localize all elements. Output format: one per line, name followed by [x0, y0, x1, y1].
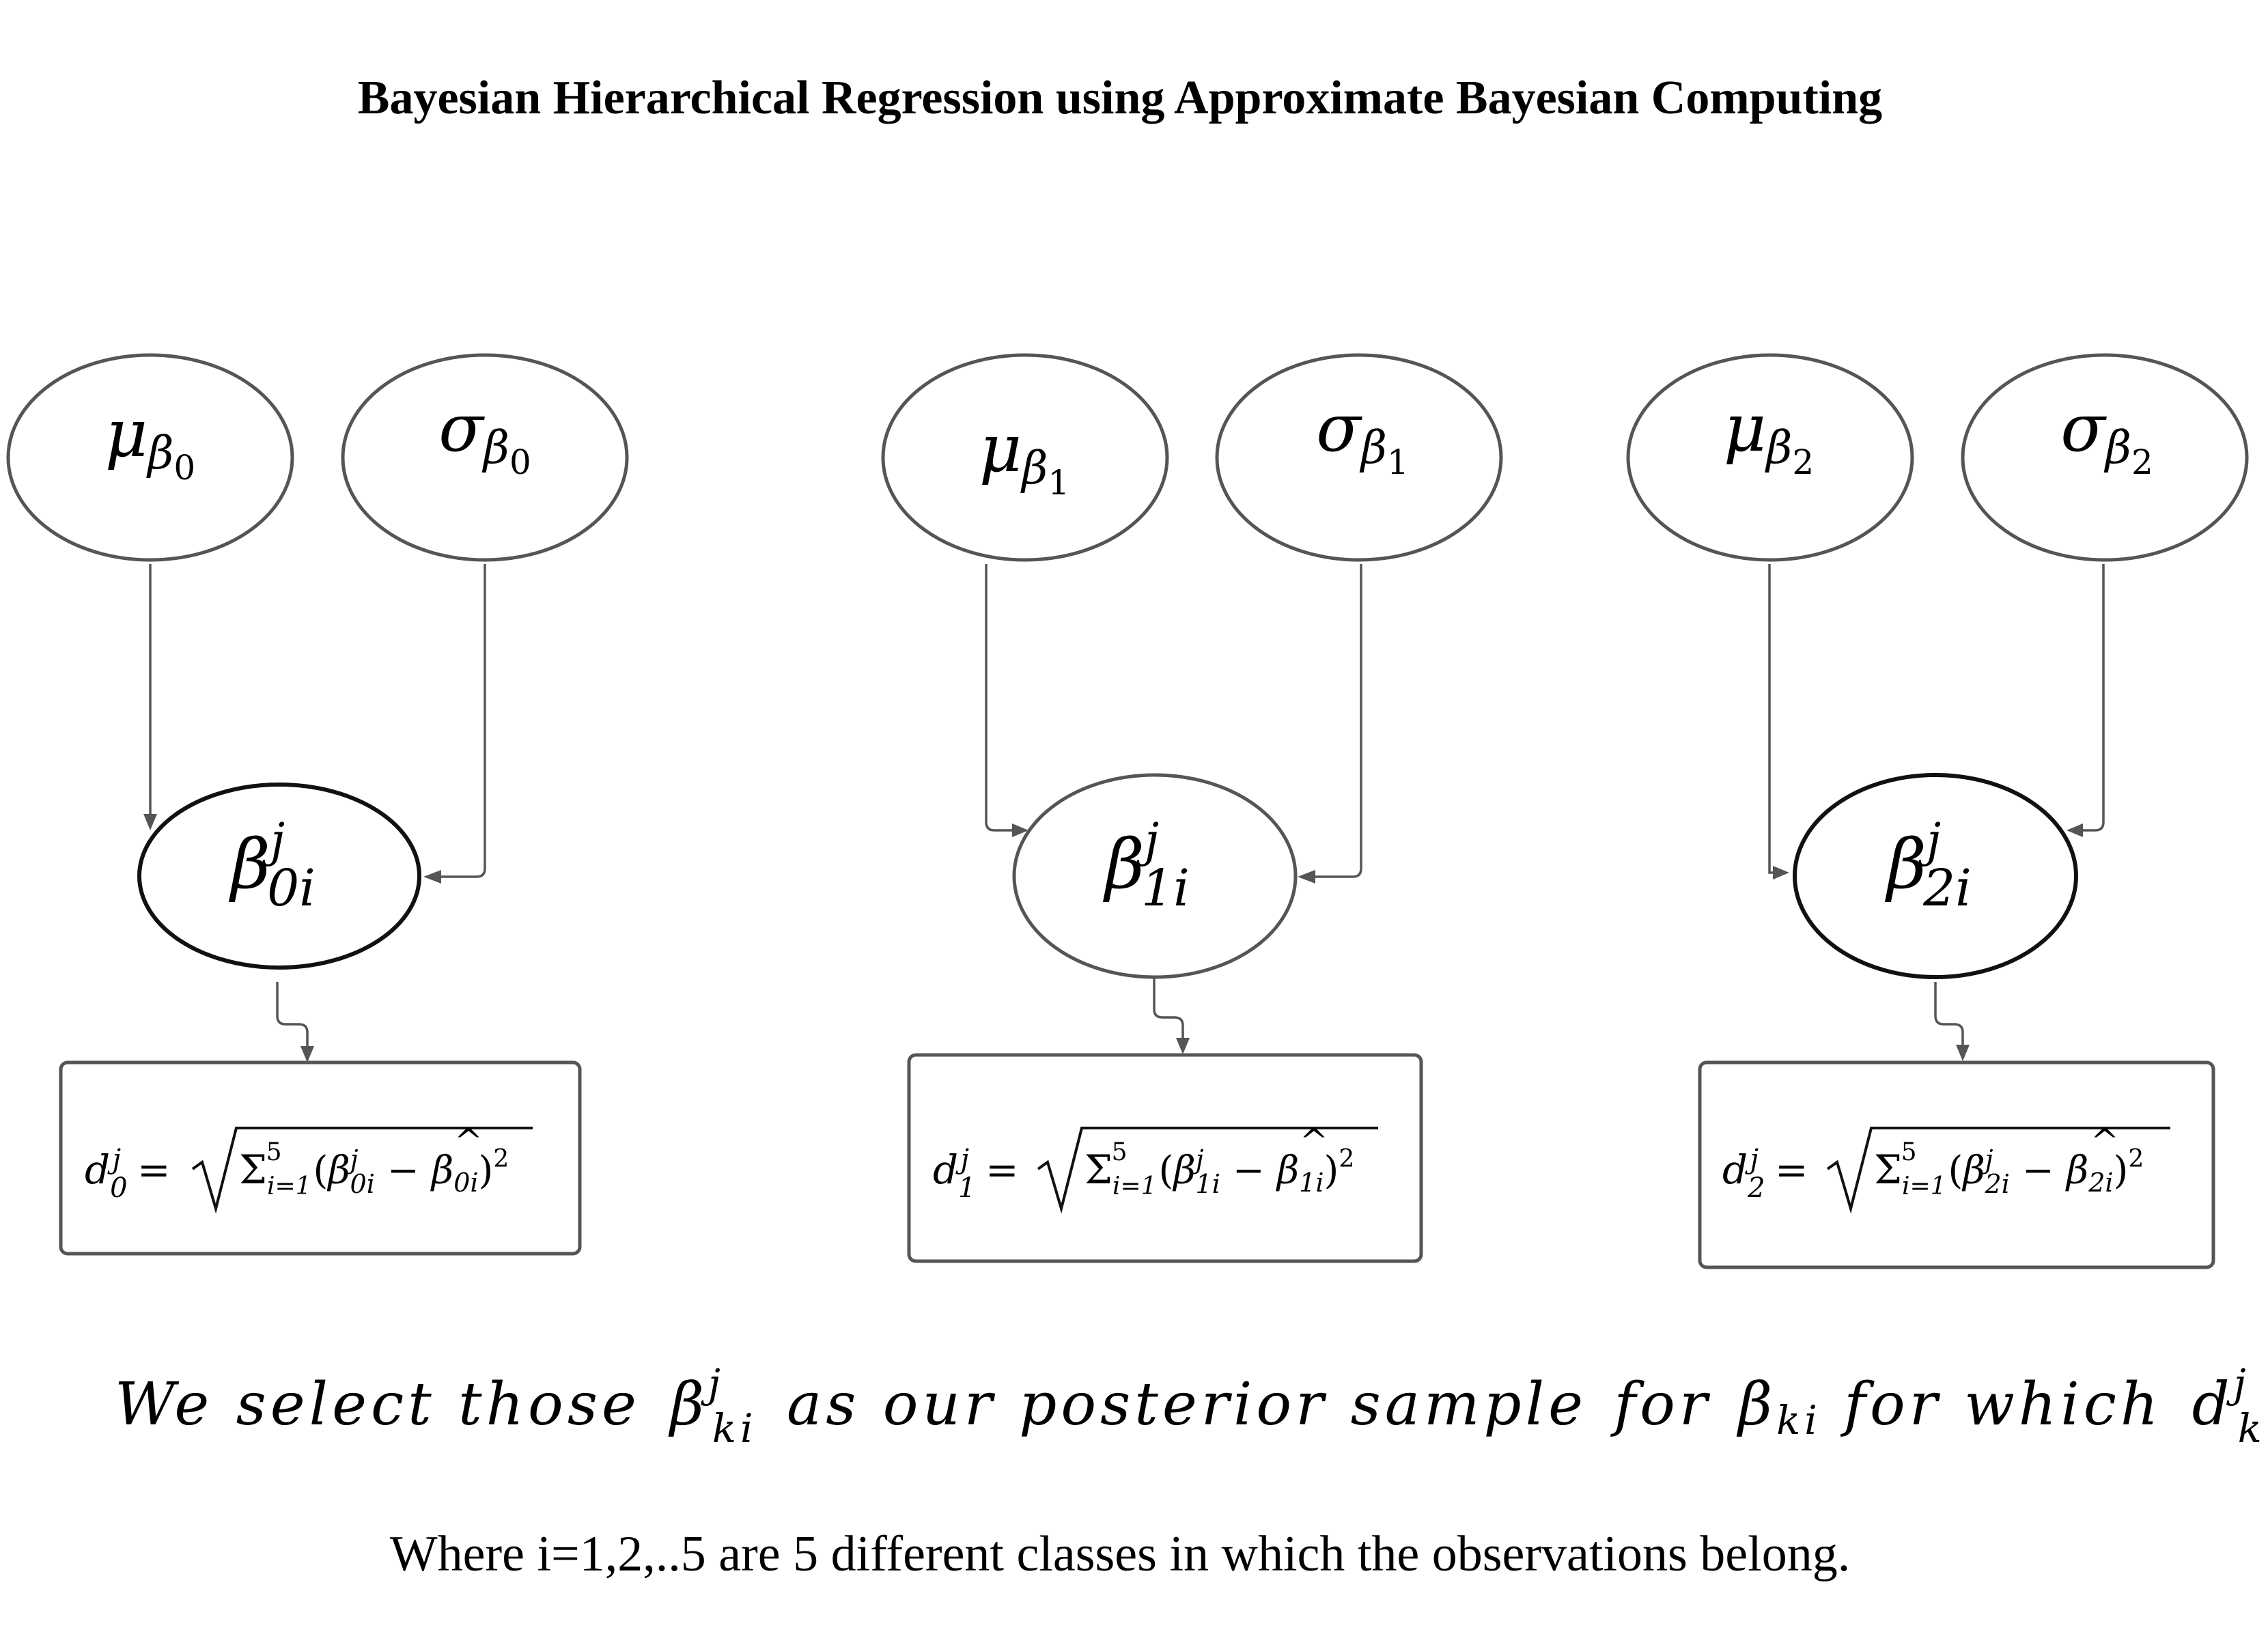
sigma-beta0-node — [341, 353, 629, 562]
group-beta-2: μβ2 σβ2 βj 2i d2j = Σi=15 (βj 2i − β2i)2 ^ — [1626, 353, 2249, 1269]
arrowhead — [2067, 823, 2083, 837]
distance-box-2 — [1698, 1060, 2215, 1269]
edge-beta2-to-distance2 — [1934, 982, 1964, 1047]
arrowhead — [1012, 823, 1028, 837]
arrowhead — [423, 870, 441, 884]
group-beta-1: μβ1 σβ1 βj 1i d1j = Σi=15 (βj 1i − β1i)2 ^ — [881, 353, 1503, 1263]
sigma-beta2-node — [1961, 353, 2249, 562]
arrowhead — [1773, 866, 1789, 879]
svg-text:^: ^ — [454, 1121, 483, 1161]
sigma-beta1-label: σβ1 — [1316, 390, 1409, 482]
svg-text:^: ^ — [2090, 1121, 2119, 1161]
sqrt-sign — [1826, 1127, 2170, 1214]
beta-1i-node — [1012, 773, 1298, 979]
edge-beta0-to-distance0 — [276, 982, 309, 1049]
distance-formula-1: d1j = Σi=15 (βj 1i − β1i)2 ^ — [933, 1121, 1378, 1214]
svg-text:^: ^ — [1300, 1121, 1328, 1161]
mu-beta0-node — [6, 353, 294, 562]
arrowhead — [1176, 1038, 1190, 1054]
sqrt-sign — [191, 1127, 533, 1214]
selection-rule: We select those βj ki as our posterior sa… — [115, 1360, 2268, 1456]
edge-sigma1-to-beta1 — [1313, 564, 1362, 878]
beta-2i-label: βj 2i — [1884, 814, 1972, 918]
edge-sigma0-to-beta0 — [438, 564, 486, 878]
edge-sigma2-to-beta2 — [2080, 564, 2105, 832]
arrowhead — [300, 1046, 314, 1062]
sigma-beta1-node — [1215, 353, 1503, 562]
arrowhead — [1298, 870, 1315, 884]
mu-beta2-node — [1626, 353, 1914, 562]
beta-0i-label: βj 0i — [228, 814, 316, 918]
mu-beta0-label: μβ0 — [105, 395, 195, 488]
distance-box-1 — [907, 1053, 1423, 1263]
edge-beta1-to-distance1 — [1153, 976, 1184, 1041]
distance-box-0 — [59, 1060, 582, 1256]
arrowhead — [143, 814, 157, 830]
footnote: Where i=1,2,..5 are 5 different classes … — [390, 1526, 1850, 1582]
sqrt-sign — [1037, 1127, 1378, 1214]
sigma-beta0-label: σβ0 — [438, 390, 531, 482]
sigma-beta2-label: σβ2 — [2060, 390, 2153, 482]
arrowhead — [1956, 1045, 1970, 1061]
beta-2i-node — [1793, 773, 2078, 979]
beta-0i-node — [137, 783, 421, 970]
diagram-title: Bayesian Hierarchical Regression using A… — [358, 72, 1882, 124]
edge-mu1-to-beta1 — [985, 564, 1015, 832]
beta-1i-label: βj 1i — [1102, 814, 1190, 918]
mu-beta2-label: μβ2 — [1724, 390, 1814, 482]
mu-beta1-node — [881, 353, 1169, 562]
edge-mu2-to-beta2 — [1768, 564, 1776, 874]
mu-beta1-label: μβ1 — [979, 410, 1069, 503]
